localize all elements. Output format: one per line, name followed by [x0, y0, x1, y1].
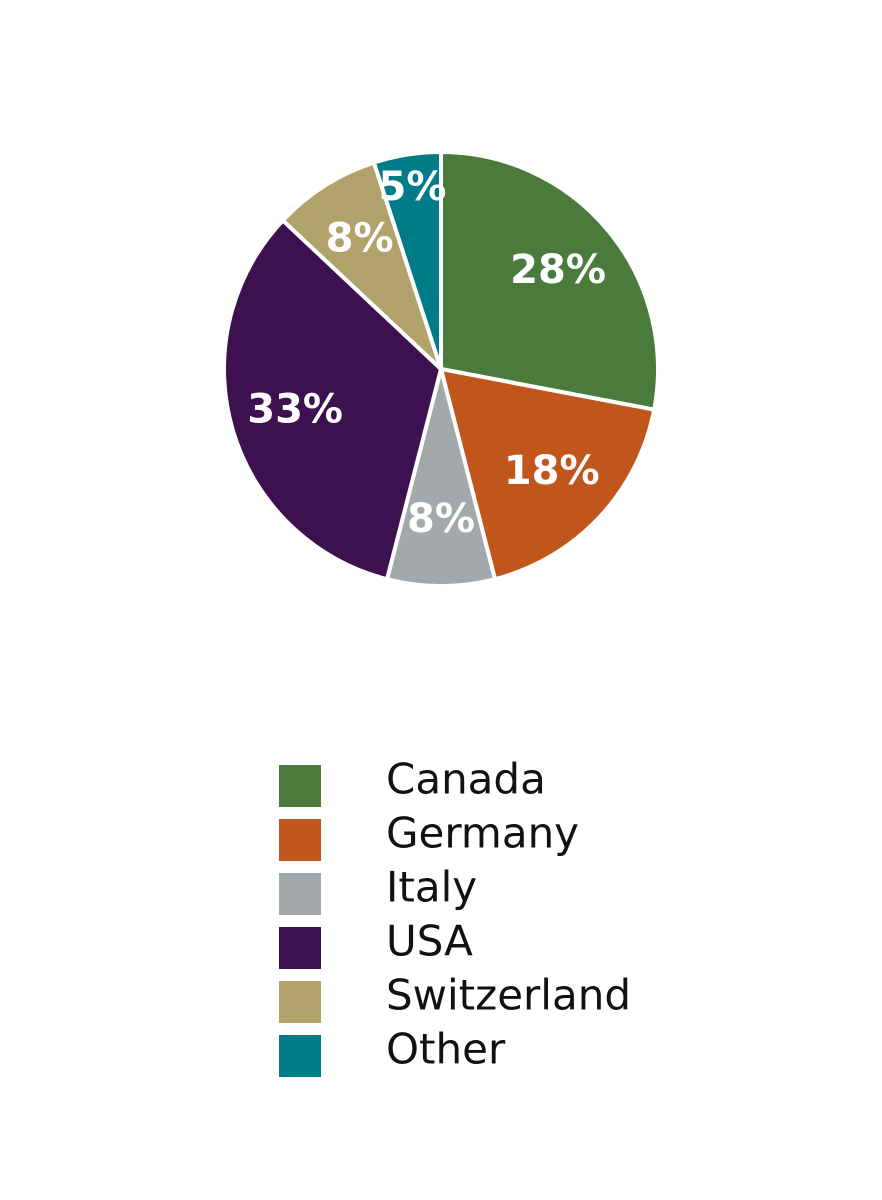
- legend-label: Canada: [386, 755, 546, 804]
- pie-slice: [439, 367, 657, 582]
- pie-slice: [439, 150, 660, 412]
- data-label: 8%: [326, 216, 394, 262]
- data-label: 5%: [379, 164, 447, 210]
- legend-label: Italy: [386, 863, 477, 912]
- pie-slice: [371, 150, 443, 371]
- legend-swatch: [279, 981, 321, 1023]
- pie-slice: [222, 218, 443, 582]
- legend-label: Other: [386, 1025, 506, 1074]
- legend-label: Switzerland: [386, 971, 631, 1020]
- legend-swatch: [279, 873, 321, 915]
- data-label: 33%: [247, 386, 343, 432]
- legend-swatch: [279, 1035, 321, 1077]
- data-label: 8%: [407, 496, 475, 542]
- pie-slice: [385, 367, 497, 588]
- legend-swatch: [279, 765, 321, 807]
- legend-swatch: [279, 819, 321, 861]
- legend-label: Germany: [386, 809, 579, 858]
- legend-swatch: [279, 927, 321, 969]
- legend-label: USA: [386, 917, 473, 966]
- data-label: 28%: [510, 247, 606, 293]
- pie-slice: [280, 160, 443, 371]
- data-label: 18%: [504, 448, 600, 494]
